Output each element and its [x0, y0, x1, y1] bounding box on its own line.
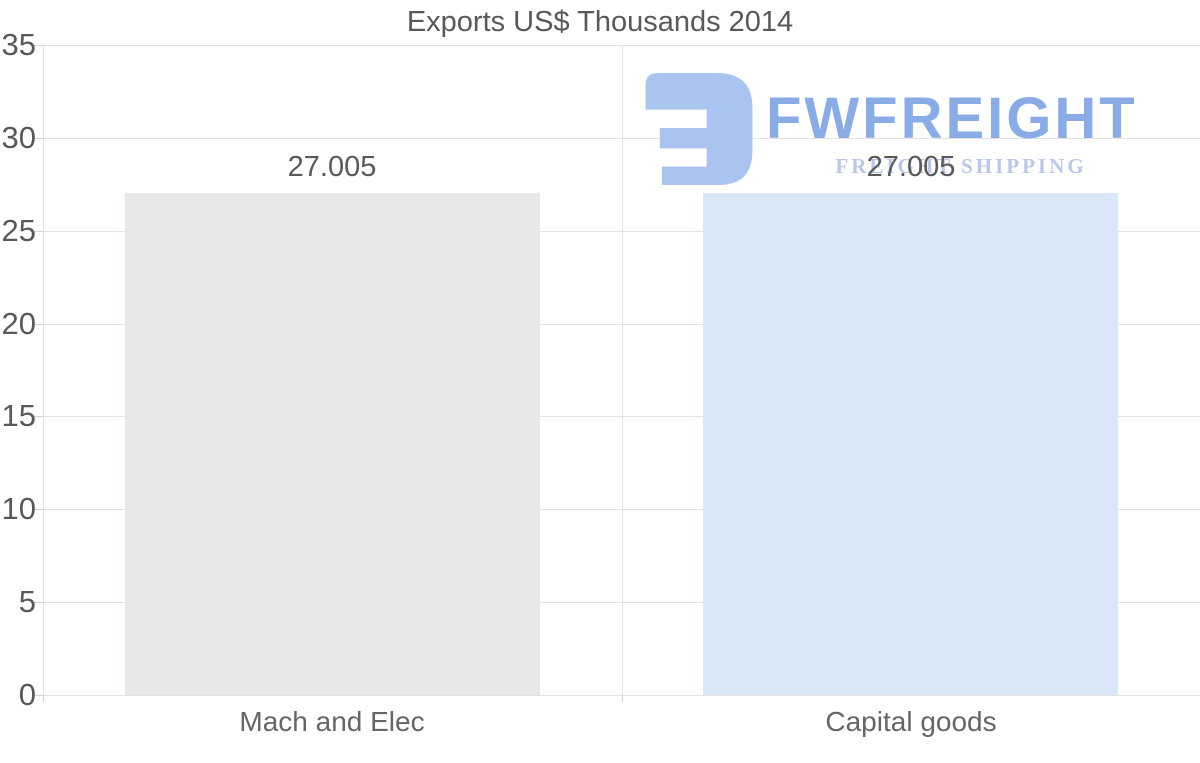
y-axis-label-15: 15	[1, 398, 36, 433]
y-axis-tick-30	[33, 138, 43, 139]
gridline-y-35	[43, 45, 1200, 46]
y-axis-label-30: 30	[1, 120, 36, 155]
y-axis-label-35: 35	[1, 27, 36, 62]
x-axis-tick-1	[622, 695, 623, 702]
bar-capital-goods[interactable]	[703, 193, 1118, 695]
gridline-y-20	[43, 324, 1200, 325]
y-axis-tick-35	[33, 45, 43, 46]
gridline-y-30	[43, 138, 1200, 139]
gridline-y-0	[43, 695, 1200, 696]
bar-mach-and-elec[interactable]	[125, 193, 540, 695]
x-axis-category-label-0: Mach and Elec	[239, 706, 425, 737]
y-axis-tick-15	[33, 416, 43, 417]
y-axis-label-25: 25	[1, 213, 36, 248]
y-axis-line	[43, 45, 44, 695]
y-axis-label-0: 0	[18, 677, 36, 712]
y-axis-tick-0	[33, 695, 43, 696]
gridline-y-15	[43, 416, 1200, 417]
category-divider-gridline	[622, 45, 623, 695]
gridline-y-5	[43, 602, 1200, 603]
y-axis-tick-20	[33, 324, 43, 325]
y-axis-tick-5	[33, 602, 43, 603]
x-axis-tick-0	[43, 695, 44, 702]
y-axis-tick-10	[33, 509, 43, 510]
watermark-brand-text: FWFREIGHT	[766, 86, 1138, 151]
y-axis-label-20: 20	[1, 306, 36, 341]
y-axis-tick-25	[33, 231, 43, 232]
gridline-y-25	[43, 231, 1200, 232]
watermark-tagline-text: FREIGHT SHIPPING	[835, 154, 1087, 178]
y-axis-label-5: 5	[18, 584, 36, 619]
x-axis-category-label-1: Capital goods	[825, 706, 997, 737]
value-label-1: 27.005	[866, 151, 956, 183]
value-label-0: 27.005	[287, 151, 377, 183]
gridline-y-10	[43, 509, 1200, 510]
y-axis-label-10: 10	[1, 491, 36, 526]
chart-title: Exports US$ Thousands 2014	[406, 6, 794, 38]
fwfreight-logo-icon	[645, 73, 753, 185]
